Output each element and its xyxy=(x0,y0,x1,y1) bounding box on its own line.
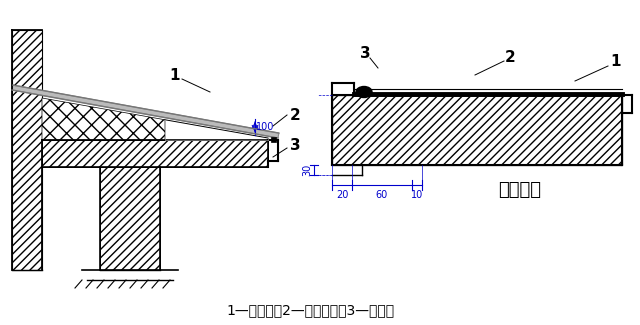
Text: 30: 30 xyxy=(302,164,312,176)
Text: 2: 2 xyxy=(504,49,515,64)
Text: 2: 2 xyxy=(290,108,300,123)
Polygon shape xyxy=(12,85,279,138)
Text: 1—防水层；2—密封材料；3—水泥钉: 1—防水层；2—密封材料；3—水泥钉 xyxy=(226,303,394,317)
Text: 10: 10 xyxy=(411,190,423,200)
Bar xyxy=(271,137,276,142)
Text: 1: 1 xyxy=(611,55,621,70)
Polygon shape xyxy=(100,167,160,270)
Polygon shape xyxy=(42,98,165,140)
Text: 3: 3 xyxy=(290,137,300,152)
Text: 20: 20 xyxy=(336,190,348,200)
Polygon shape xyxy=(12,30,42,270)
Text: 60: 60 xyxy=(376,190,388,200)
Text: 1: 1 xyxy=(170,68,180,83)
Text: 100: 100 xyxy=(256,122,274,132)
Polygon shape xyxy=(42,140,268,167)
Text: 收口大样: 收口大样 xyxy=(499,181,541,199)
Ellipse shape xyxy=(356,86,372,98)
Polygon shape xyxy=(165,120,268,140)
Polygon shape xyxy=(332,95,622,165)
Text: 3: 3 xyxy=(360,46,371,60)
